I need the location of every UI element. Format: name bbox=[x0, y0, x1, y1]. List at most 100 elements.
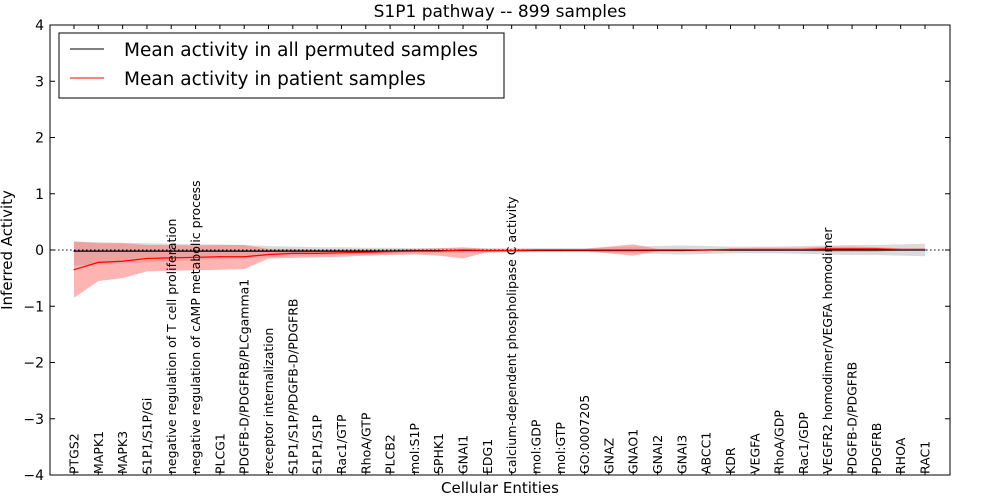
y-tick-label: −3 bbox=[23, 412, 44, 428]
x-tick-label: VEGFA bbox=[747, 433, 762, 474]
point-series-1 bbox=[584, 249, 586, 251]
x-tick-label: mol:GTP bbox=[553, 422, 568, 474]
x-tick-label: PLCB2 bbox=[383, 434, 398, 474]
point-series-1 bbox=[146, 257, 148, 260]
point-series-0 bbox=[316, 250, 318, 252]
x-tick-label: GNAI3 bbox=[674, 435, 689, 474]
x-tick-label: SPHK1 bbox=[431, 433, 446, 474]
point-series-1 bbox=[365, 251, 367, 253]
x-tick-label: EDG1 bbox=[480, 439, 495, 474]
point-series-1 bbox=[851, 248, 853, 250]
point-series-1 bbox=[924, 248, 926, 251]
x-tick-label: Rac1/GDP bbox=[796, 412, 811, 474]
x-tick-label: VEGFR2 homodimer/VEGFA homodimer bbox=[820, 227, 835, 474]
x-tick-label: mol:S1P bbox=[407, 423, 422, 474]
x-tick-label: PDGFB-D/PDGFRB/PLCgamma1 bbox=[237, 279, 252, 474]
chart-title: S1P1 pathway -- 899 samples bbox=[374, 2, 627, 22]
y-tick-label: 4 bbox=[35, 18, 44, 34]
y-tick-label: −1 bbox=[23, 299, 44, 315]
point-series-0 bbox=[875, 249, 877, 251]
y-tick-label: 1 bbox=[35, 187, 44, 203]
x-tick-label: RHOA bbox=[893, 437, 908, 474]
point-series-0 bbox=[851, 249, 853, 251]
y-tick-label: −2 bbox=[23, 356, 44, 372]
point-series-1 bbox=[802, 248, 805, 251]
point-series-0 bbox=[73, 250, 75, 252]
point-series-1 bbox=[413, 250, 415, 252]
x-tick-label: S1P1/S1P bbox=[310, 415, 325, 474]
point-series-0 bbox=[194, 250, 197, 252]
y-axis: 4 3 2 1 0 −1 −2 −3 −4 bbox=[23, 18, 950, 484]
point-series-1 bbox=[632, 249, 634, 251]
y-tick-label: 3 bbox=[35, 74, 44, 90]
legend-box bbox=[58, 32, 505, 99]
x-tick-label: calcium-dependent phospholipase C activi… bbox=[504, 196, 519, 474]
legend-label-permuted: Mean activity in all permuted samples bbox=[124, 40, 478, 61]
x-tick-label: GNAI1 bbox=[456, 435, 471, 474]
point-series-0 bbox=[267, 250, 270, 252]
line-series-1 bbox=[73, 248, 925, 271]
plot-frame bbox=[49, 24, 951, 476]
point-series-1 bbox=[486, 249, 488, 252]
x-tick-label: MAPK1 bbox=[91, 431, 106, 474]
x-axis-label: Cellular Entities bbox=[441, 479, 559, 497]
x-axis: PTGS2 MAPK1 MAPK3 S1P1/S1P/Gi negative regul… bbox=[67, 25, 933, 475]
point-series-1 bbox=[219, 256, 221, 258]
point-series-0 bbox=[97, 250, 99, 252]
point-series-1 bbox=[535, 249, 537, 251]
x-tick-label: receptor internalization bbox=[261, 328, 276, 474]
band-series-0 bbox=[74, 241, 925, 266]
x-tick-label: S1P1/S1P/Gi bbox=[139, 398, 154, 474]
point-series-0 bbox=[122, 250, 124, 252]
y-tick-label: −4 bbox=[23, 468, 44, 484]
plot-lines bbox=[50, 248, 950, 271]
x-tick-label: RhoA/GDP bbox=[772, 410, 787, 474]
point-series-1 bbox=[656, 249, 659, 251]
x-tick-label: ABCC1 bbox=[699, 432, 714, 474]
y-tick-label: 2 bbox=[35, 131, 44, 147]
point-series-0 bbox=[827, 249, 829, 251]
x-tick-label: GO:0007205 bbox=[577, 395, 592, 474]
point-series-1 bbox=[243, 256, 245, 258]
point-series-1 bbox=[340, 252, 343, 254]
point-series-1 bbox=[267, 253, 270, 256]
point-series-1 bbox=[292, 252, 294, 254]
legend-label-patient: Mean activity in patient samples bbox=[124, 69, 426, 90]
x-tick-label: GNAI2 bbox=[650, 435, 665, 474]
point-series-1 bbox=[559, 249, 561, 251]
point-series-0 bbox=[219, 250, 221, 252]
x-tick-label: MAPK3 bbox=[115, 431, 130, 474]
x-tick-label: mol:GDP bbox=[528, 419, 543, 474]
point-series-1 bbox=[462, 249, 464, 251]
point-series-0 bbox=[340, 250, 343, 252]
x-tick-label: PDGFRB bbox=[869, 423, 884, 474]
point-series-1 bbox=[827, 248, 829, 250]
point-series-1 bbox=[681, 249, 683, 251]
point-series-1 bbox=[194, 256, 197, 258]
point-series-0 bbox=[170, 250, 172, 252]
point-series-1 bbox=[438, 250, 440, 252]
point-series-1 bbox=[122, 260, 124, 262]
point-series-0 bbox=[292, 250, 294, 252]
point-series-0 bbox=[365, 250, 367, 252]
point-series-1 bbox=[778, 248, 780, 251]
point-series-0 bbox=[146, 250, 148, 252]
y-tick-label: 0 bbox=[35, 243, 44, 259]
x-tick-label: GNAZ bbox=[601, 438, 616, 474]
point-series-1 bbox=[316, 252, 318, 254]
x-tick-label: PLCG1 bbox=[212, 433, 227, 474]
legend: Mean activity in all permuted samples Me… bbox=[58, 32, 505, 99]
point-series-1 bbox=[389, 251, 391, 253]
point-series-1 bbox=[511, 249, 513, 252]
point-series-1 bbox=[754, 248, 756, 251]
point-series-1 bbox=[73, 269, 75, 271]
y-axis-label: Inferred Activity bbox=[0, 190, 16, 310]
point-series-1 bbox=[729, 248, 732, 251]
x-tick-label: PTGS2 bbox=[67, 433, 82, 474]
x-tick-label: RAC1 bbox=[918, 441, 933, 474]
band-series-1 bbox=[74, 241, 925, 298]
x-tick-label: negative regulation of T cell proliferat… bbox=[164, 219, 179, 474]
x-tick-label: negative regulation of cAMP metabolic pr… bbox=[188, 180, 203, 474]
point-series-1 bbox=[97, 261, 99, 263]
